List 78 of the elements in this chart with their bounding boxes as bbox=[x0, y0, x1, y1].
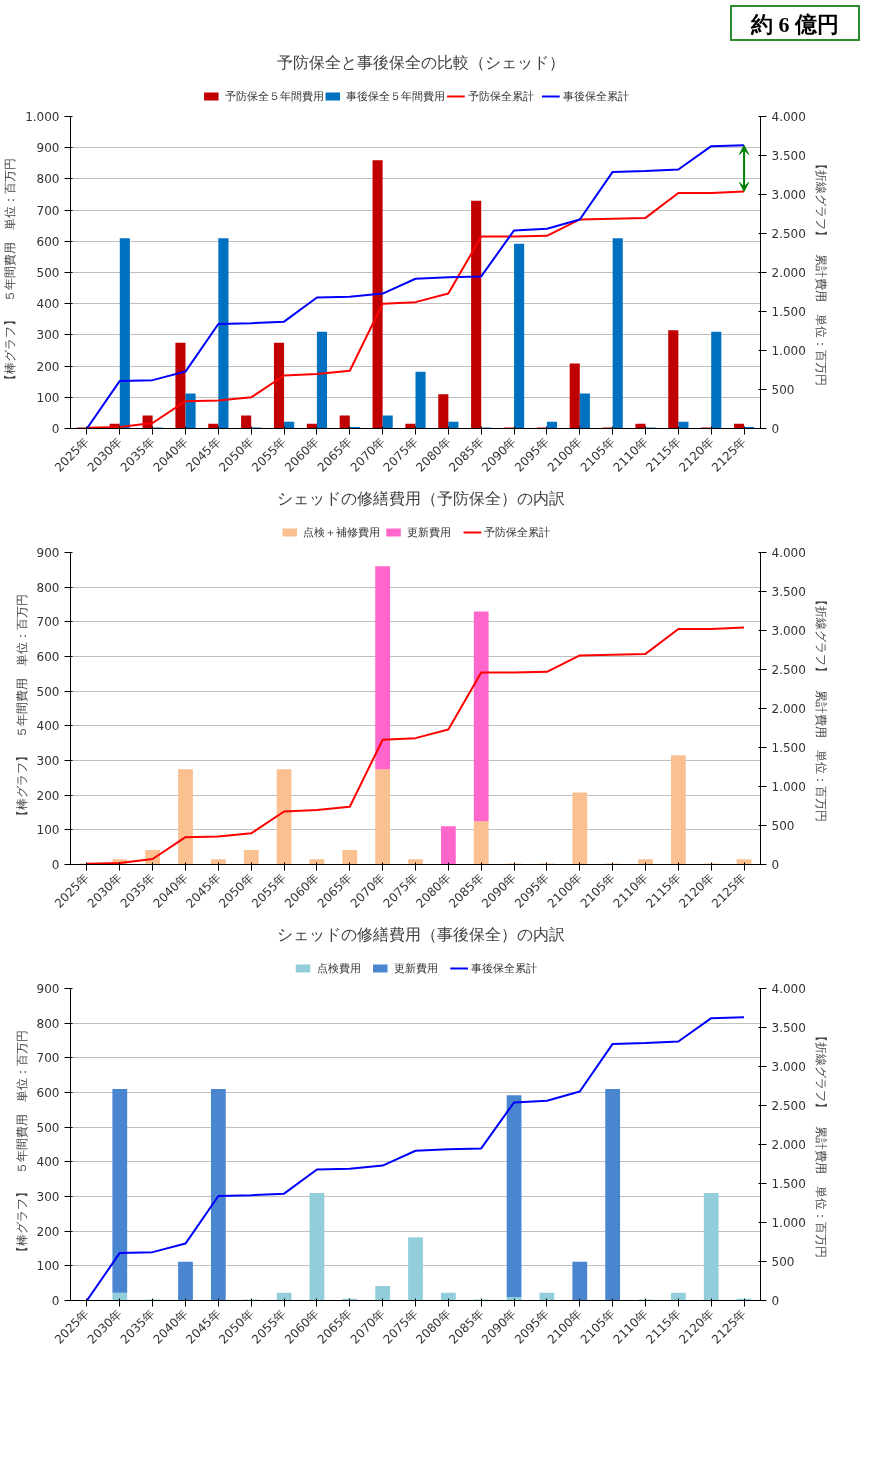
y2-tick-label: 3.500 bbox=[771, 585, 806, 599]
y2-tick-label: 2.000 bbox=[771, 1138, 806, 1152]
y-tick-label: 0 bbox=[51, 858, 60, 872]
legend-label: 事後保全５年間費用 bbox=[346, 90, 446, 103]
y-tick-label: 700 bbox=[36, 615, 60, 630]
legend-label: 点検費用 bbox=[316, 962, 361, 975]
chart-title: シェッドの修繕費用（予防保全）の内訳 bbox=[276, 488, 565, 508]
y-tick-label: 200 bbox=[36, 788, 60, 803]
y-tick-label: 400 bbox=[36, 719, 60, 734]
y2-tick-label: 1.500 bbox=[771, 741, 806, 755]
y2-tick-label: 0 bbox=[771, 422, 780, 436]
y-tick-label: 600 bbox=[36, 1086, 60, 1100]
legend-label: 更新費用 bbox=[393, 962, 438, 975]
y2-tick-label: 1.000 bbox=[771, 1216, 806, 1230]
y-tick-label: 100 bbox=[36, 823, 60, 838]
text: 約 6 億円 bbox=[751, 11, 839, 39]
y2-axis-title: 【折線グラフ】 累計費用 単位：百万円 bbox=[813, 594, 828, 823]
y2-tick-label: 3.500 bbox=[771, 149, 806, 163]
y-tick-label: 500 bbox=[36, 1120, 60, 1135]
legend-label: 予防保全累計 bbox=[467, 90, 534, 103]
y-tick-label: 0 bbox=[51, 422, 60, 436]
y-tick-label: 1.000 bbox=[25, 110, 60, 124]
legend-label: 予防保全５年間費用 bbox=[224, 90, 324, 103]
y2-tick-label: 1.000 bbox=[771, 780, 806, 794]
y-tick-label: 900 bbox=[36, 982, 60, 996]
y-tick-label: 100 bbox=[36, 390, 60, 405]
y2-tick-label: 2.500 bbox=[771, 227, 806, 241]
y2-tick-label: 3.500 bbox=[771, 1021, 806, 1035]
y-tick-label: 300 bbox=[36, 1190, 60, 1204]
y2-tick-label: 4.000 bbox=[771, 982, 806, 996]
legend-label: 予防保全累計 bbox=[484, 526, 551, 539]
y-tick-label: 0 bbox=[51, 1294, 60, 1308]
y2-tick-label: 500 bbox=[771, 383, 795, 397]
y-tick-label: 600 bbox=[36, 234, 60, 249]
y-tick-label: 800 bbox=[36, 172, 60, 187]
y2-tick-label: 1.500 bbox=[771, 305, 806, 319]
y2-tick-label: 3.000 bbox=[771, 188, 806, 202]
y2-tick-label: 4.000 bbox=[771, 110, 806, 124]
y-axis-title: 【棒グラフ】 ５年間費用 単位：百万円 bbox=[14, 1030, 29, 1259]
y-tick-label: 500 bbox=[36, 266, 60, 280]
y-axis-title: 【棒グラフ】 ５年間費用 単位：百万円 bbox=[14, 594, 29, 823]
y2-tick-label: 1.500 bbox=[771, 1177, 806, 1191]
y2-tick-label: 2.000 bbox=[771, 702, 806, 716]
y-tick-label: 700 bbox=[36, 1051, 60, 1066]
y2-axis-title: 【折線グラフ】 累計費用 単位：百万円 bbox=[813, 158, 828, 387]
y-tick-label: 400 bbox=[36, 297, 60, 312]
legend-label: 事後保全累計 bbox=[562, 90, 629, 103]
chart-title: 予防保全と事後保全の比較（シェッド） bbox=[276, 52, 565, 72]
y-tick-label: 900 bbox=[36, 546, 60, 560]
y-tick-label: 200 bbox=[36, 359, 60, 374]
y-tick-label: 500 bbox=[36, 684, 60, 699]
y-tick-label: 300 bbox=[36, 754, 60, 768]
y-tick-label: 400 bbox=[36, 1155, 60, 1170]
legend-label: 事後保全累計 bbox=[471, 962, 538, 975]
y2-tick-label: 2.000 bbox=[771, 266, 806, 280]
legend-label: 点検＋補修費用 bbox=[303, 526, 381, 539]
y2-tick-label: 500 bbox=[771, 1255, 795, 1269]
y-tick-label: 100 bbox=[36, 1259, 60, 1274]
y-axis-title: 【棒グラフ】 ５年間費用 単位：百万円 bbox=[3, 158, 18, 387]
y2-tick-label: 0 bbox=[771, 858, 780, 872]
y2-tick-label: 3.000 bbox=[771, 624, 806, 638]
legend-label: 更新費用 bbox=[407, 526, 452, 539]
y-tick-label: 800 bbox=[36, 580, 60, 595]
y2-tick-label: 1.000 bbox=[771, 344, 806, 358]
y-tick-label: 900 bbox=[36, 141, 60, 156]
y-tick-label: 200 bbox=[36, 1224, 60, 1239]
y-tick-label: 700 bbox=[36, 203, 60, 218]
y2-tick-label: 2.500 bbox=[771, 663, 806, 677]
y2-tick-label: 3.000 bbox=[771, 1060, 806, 1074]
chart-title: シェッドの修繕費用（事後保全）の内訳 bbox=[276, 924, 565, 944]
y2-tick-label: 4.000 bbox=[771, 546, 806, 560]
y2-tick-label: 0 bbox=[771, 1294, 780, 1308]
y-tick-label: 800 bbox=[36, 1016, 60, 1031]
y2-axis-title: 【折線グラフ】 累計費用 単位：百万円 bbox=[813, 1030, 828, 1259]
y-tick-label: 600 bbox=[36, 650, 60, 664]
y2-tick-label: 2.500 bbox=[771, 1099, 806, 1113]
y2-tick-label: 500 bbox=[771, 819, 795, 833]
y-tick-label: 300 bbox=[36, 328, 60, 343]
